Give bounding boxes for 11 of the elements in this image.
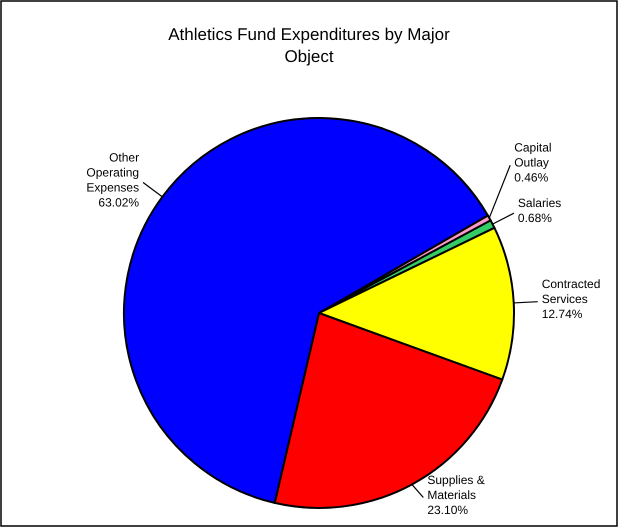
chart-title: Athletics Fund Expenditures by Major Object [168, 25, 450, 66]
slice-label: Other Operating Expenses [86, 150, 140, 195]
slice-label: Capital Outlay [514, 140, 552, 170]
data-label: 0.68% [518, 211, 552, 226]
data-label: 63.02% [98, 196, 140, 210]
slice-label: Salaries [518, 196, 562, 210]
data-label: 12.74% [542, 307, 583, 322]
slice-label: Supplies & Materials [427, 473, 485, 502]
slice-label: Contracted Services [542, 277, 600, 306]
data-label: 0.46% [514, 170, 549, 185]
data-label: 23.10% [427, 503, 468, 517]
